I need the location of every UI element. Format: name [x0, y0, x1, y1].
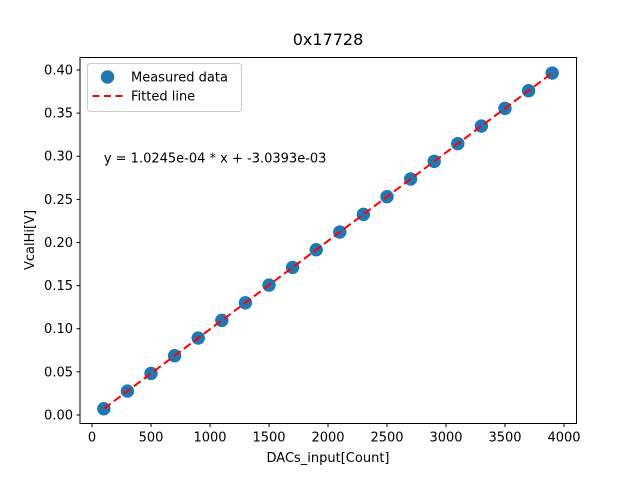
y-tick-label: 0.10	[44, 322, 73, 337]
y-tick-label: 0.25	[44, 193, 73, 208]
x-tick-label: 1500	[252, 431, 285, 446]
y-tick-label: 0.00	[44, 408, 73, 423]
fitted-line-series	[103, 72, 553, 410]
x-tick-label: 500	[139, 431, 164, 446]
axis-ticks: 0 500 1000 1500 2000 2500 3000 3500 4000 0.00 0.05…	[44, 64, 580, 446]
x-tick-label: 3500	[488, 431, 521, 446]
legend-marker-measured-data	[100, 70, 115, 84]
y-tick-label: 0.15	[44, 279, 73, 294]
x-tick-label: 2000	[311, 431, 344, 446]
x-tick-label: 0	[88, 431, 96, 446]
y-tick-label: 0.20	[44, 236, 73, 251]
chart-title: 0x17728	[293, 30, 364, 49]
y-axis-label: VcalHi[V]	[23, 210, 38, 270]
x-tick-label: 2500	[370, 431, 403, 446]
x-tick-label: 4000	[547, 431, 580, 446]
legend-label-measured-data: Measured data	[131, 71, 228, 86]
fitted-line	[103, 72, 553, 410]
x-tick-label: 3000	[429, 431, 462, 446]
fit-equation-annotation: y = 1.0245e-04 * x + -3.0393e-03	[104, 151, 327, 166]
legend-label-fitted-line: Fitted line	[131, 90, 195, 105]
legend-box	[87, 63, 242, 112]
x-tick-label: 1000	[193, 431, 226, 446]
y-tick-label: 0.30	[44, 150, 73, 165]
y-tick-label: 0.35	[44, 107, 73, 122]
y-tick-label: 0.40	[44, 64, 73, 79]
y-tick-label: 0.05	[44, 365, 73, 380]
plot-frame	[79, 57, 577, 424]
x-axis-label: DACs_input[Count]	[267, 451, 390, 466]
legend: Measured data Fitted line	[87, 63, 242, 112]
